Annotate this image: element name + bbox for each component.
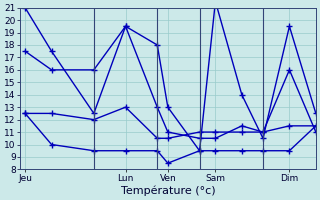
X-axis label: Température (°c): Température (°c) [121, 185, 215, 196]
